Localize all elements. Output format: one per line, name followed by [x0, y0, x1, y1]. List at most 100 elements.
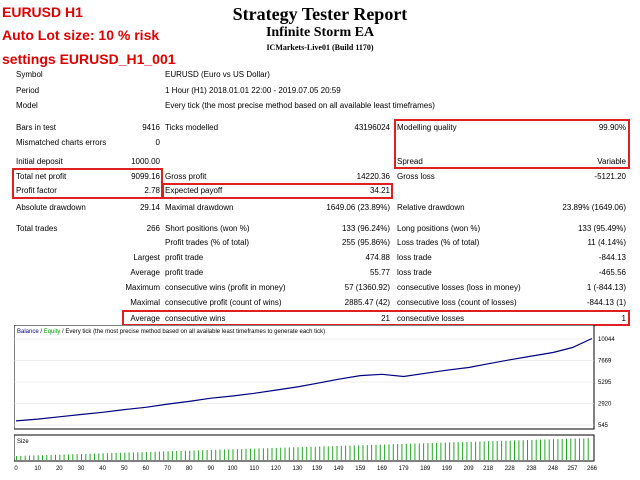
- deposit-value: 1000.00: [131, 157, 160, 166]
- overlay-settings-note: settings EURUSD_H1_001: [2, 51, 176, 67]
- highlight-expected-payoff: [162, 183, 393, 199]
- size-bar: [544, 439, 546, 460]
- size-bar: [531, 439, 533, 460]
- size-bar: [479, 441, 481, 460]
- size-bar: [176, 451, 178, 460]
- average2-label: Average: [130, 314, 160, 323]
- legend-balance: Balance: [17, 329, 39, 335]
- size-bar: [358, 445, 360, 460]
- size-bar: [587, 438, 589, 460]
- size-bar: [561, 438, 563, 460]
- size-bar: [115, 452, 117, 460]
- size-bar: [72, 454, 74, 460]
- size-bar: [236, 449, 238, 460]
- size-bar: [20, 455, 22, 460]
- max-cl-label: consecutive losses (loss in money): [397, 283, 521, 292]
- size-bar: [223, 449, 225, 460]
- y-tick-label: 5295: [598, 380, 612, 386]
- size-bar: [570, 438, 572, 460]
- size-bar: [418, 443, 420, 460]
- overlay-symbol-title: EURUSD H1: [2, 4, 83, 20]
- size-bar: [42, 455, 43, 460]
- x-tick-label: 90: [208, 466, 215, 472]
- x-tick-label: 248: [548, 466, 559, 472]
- x-tick-label: 70: [164, 466, 171, 472]
- trades-label: Total trades: [16, 224, 58, 233]
- ltrades-value: 11 (4.14%): [587, 238, 626, 247]
- size-bar: [145, 451, 147, 460]
- size-bar: [475, 441, 477, 460]
- overlay-lot-size-note: Auto Lot size: 10 % risk: [2, 27, 160, 43]
- size-bar: [414, 443, 416, 460]
- x-tick-label: 179: [399, 466, 410, 472]
- largest-pt-label: profit trade: [165, 253, 204, 262]
- ltrades-label: Loss trades (% of total): [397, 238, 480, 247]
- size-bar: [184, 450, 186, 460]
- max-cl-value: 1 (-844.13): [586, 283, 626, 292]
- size-bar: [89, 453, 91, 460]
- x-tick-label: 218: [483, 466, 494, 472]
- size-bar: [440, 442, 442, 460]
- size-bar: [314, 446, 316, 460]
- x-tick-label: 130: [292, 466, 303, 472]
- balance-plot-frame: [14, 325, 595, 430]
- size-bar: [245, 448, 247, 460]
- size-bar: [340, 445, 342, 460]
- size-bar: [366, 445, 368, 460]
- size-bar: [193, 450, 195, 460]
- size-bar: [102, 453, 104, 460]
- size-bar: [535, 439, 537, 460]
- size-bar: [566, 438, 567, 460]
- size-bar: [509, 440, 511, 460]
- size-bar: [492, 441, 494, 460]
- size-bar: [197, 450, 199, 460]
- size-bar: [98, 453, 100, 460]
- size-bar: [46, 455, 48, 460]
- size-bar: [210, 449, 212, 460]
- average-lt-value: -465.56: [598, 268, 626, 277]
- size-bar: [540, 439, 541, 460]
- grossloss-value: -5121.20: [594, 172, 626, 181]
- size-bar: [132, 452, 134, 460]
- size-bar: [271, 448, 273, 460]
- average-pt-value: 55.77: [369, 268, 390, 277]
- size-bar: [241, 449, 243, 460]
- x-tick-label: 60: [143, 466, 150, 472]
- size-bar: [68, 454, 69, 460]
- size-bar: [189, 450, 191, 460]
- size-bar: [29, 455, 30, 460]
- ticks-label: Ticks modelled: [165, 123, 219, 132]
- size-bar: [202, 450, 204, 460]
- ea-name: Infinite Storm EA: [265, 25, 375, 40]
- x-tick-label: 120: [271, 466, 282, 472]
- size-bar: [154, 451, 156, 460]
- long-label: Long positions (won %): [397, 224, 481, 233]
- reldd-value: 23.89% (1649.06): [562, 203, 626, 212]
- maxdd-value: 1649.06 (23.89%): [326, 203, 390, 212]
- x-tick-label: 20: [56, 466, 63, 472]
- x-tick-label: 0: [14, 466, 18, 472]
- size-bar: [249, 448, 251, 460]
- average-label: Average: [130, 268, 160, 277]
- mismatch-label: Mismatched charts errors: [16, 138, 107, 147]
- size-bar: [505, 440, 507, 460]
- size-bar: [310, 446, 312, 460]
- y-axis-ticks: 10044 7669 5295 2920 545: [598, 337, 615, 429]
- highlight-modelling-quality: [394, 119, 630, 169]
- x-tick-label: 80: [186, 466, 193, 472]
- size-bar: [579, 438, 580, 460]
- size-bar: [106, 453, 108, 460]
- size-bar: [137, 452, 139, 460]
- size-bar: [323, 446, 325, 460]
- long-value: 133 (95.49%): [577, 224, 626, 233]
- size-bar: [384, 444, 386, 460]
- size-bar: [141, 452, 143, 460]
- trades-value: 266: [146, 224, 160, 233]
- server-name: ICMarkets-Live01 (Build 1170): [266, 43, 374, 52]
- size-bar: [128, 452, 130, 460]
- size-bar: [392, 444, 394, 460]
- size-bar: [353, 445, 355, 460]
- netprofit-label: Total net profit: [16, 172, 67, 181]
- size-bar: [37, 455, 39, 460]
- grossprofit-value: 14220.36: [356, 172, 390, 181]
